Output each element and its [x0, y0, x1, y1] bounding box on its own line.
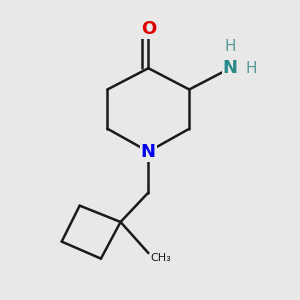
Text: H: H: [246, 61, 257, 76]
Text: H: H: [224, 39, 236, 54]
Text: O: O: [141, 20, 156, 38]
Text: CH₃: CH₃: [150, 253, 171, 263]
Text: N: N: [223, 59, 238, 77]
Text: N: N: [141, 142, 156, 160]
